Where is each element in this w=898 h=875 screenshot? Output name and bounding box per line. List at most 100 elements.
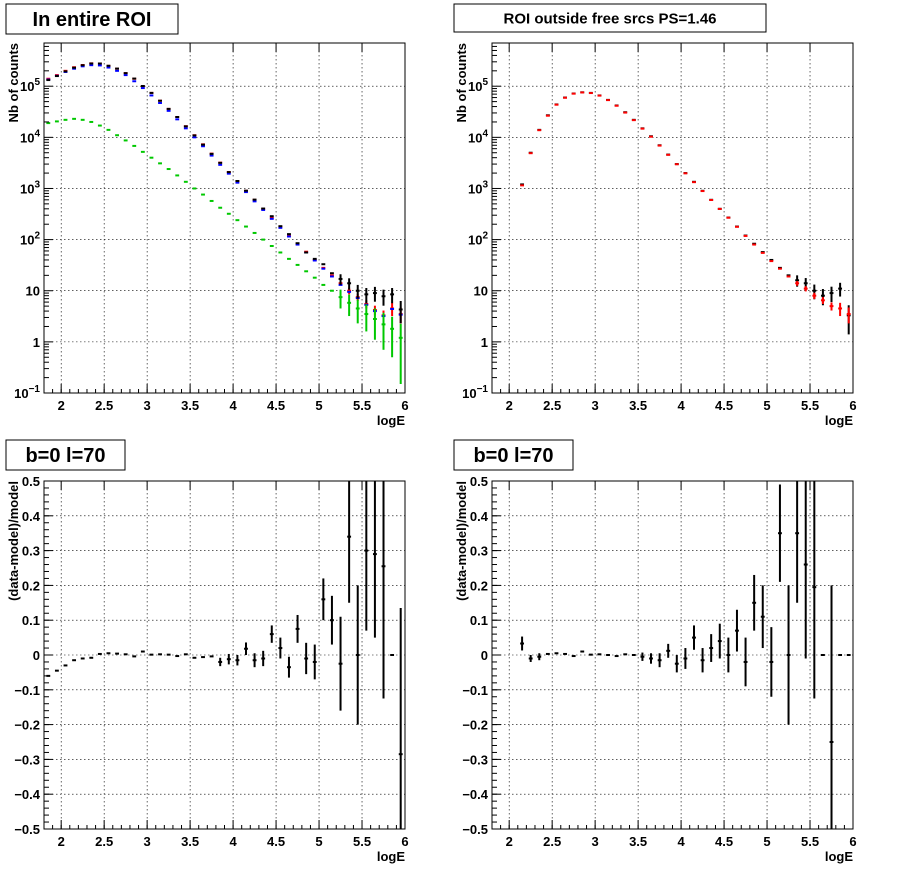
series-2	[520, 91, 851, 324]
y-tick-label: 0.4	[22, 509, 41, 524]
title-box	[5, 439, 126, 471]
y-tick-label: 10−1	[14, 384, 40, 401]
x-tick-label: 4	[229, 398, 237, 413]
chart-panel-1: 2 2.5 3 3.5 4 4.5 5 5.5 610−1110102103104105logE…	[5, 3, 409, 428]
x-tick-label: 6	[849, 398, 856, 413]
x-tick-label: 6	[401, 834, 408, 849]
x-tick-label: 5.5	[801, 834, 819, 849]
data-point	[235, 655, 240, 666]
data-point	[381, 312, 386, 350]
x-tick-label: 2	[506, 834, 513, 849]
y-axis: −0.5 −0.4 −0.3 −0.2 −0.1 0 0.1 0.2 0.3 0.4 0.5	[462, 474, 501, 837]
data-point	[390, 288, 395, 304]
data-point	[347, 278, 352, 290]
data-point	[537, 653, 542, 661]
x-tick-label: 2	[58, 398, 65, 413]
y-tick-label: 105	[20, 77, 40, 94]
chart-panel-3: 2 2.5 3 3.5 4 4.5 5 5.5 6 −0.5 −0.4 −0.3 −0.2 −0.1 0 0.…	[5, 439, 409, 864]
x-tick-label: 2	[506, 398, 513, 413]
x-tick-label: 5	[763, 834, 770, 849]
y-tick-label: 104	[20, 128, 40, 145]
y-tick-label: 0.5	[22, 474, 40, 489]
x-tick-label: 4.5	[267, 398, 285, 413]
x-tick-label: 4	[677, 834, 685, 849]
data-point	[381, 481, 386, 699]
x-axis-title: logE	[825, 849, 853, 864]
x-axis: 2 2.5 3 3.5 4 4.5 5 5.5 6	[43, 481, 409, 849]
y-tick-exponent: −1	[477, 384, 489, 395]
grid	[492, 43, 853, 393]
x-tick-label: 2.5	[95, 834, 113, 849]
series-2	[46, 64, 403, 318]
x-tick-label: 3	[592, 398, 599, 413]
y-tick-label: −0.5	[462, 822, 488, 837]
data-point	[803, 286, 808, 292]
plot-frame	[43, 42, 406, 394]
data-point	[829, 286, 834, 303]
y-tick-label: 0.1	[470, 613, 488, 628]
data-point	[244, 642, 248, 655]
data-point	[338, 616, 343, 711]
data-point	[226, 653, 231, 665]
data-point	[364, 304, 369, 332]
y-tick-exponent: 2	[34, 231, 40, 242]
series-3	[46, 62, 403, 324]
data-point	[398, 608, 403, 829]
data-point	[760, 585, 765, 649]
data-point	[330, 595, 334, 645]
data-layer	[520, 481, 851, 829]
y-tick-exponent: 3	[34, 179, 40, 190]
data-point	[372, 481, 377, 638]
x-tick-label: 6	[401, 398, 408, 413]
data-point	[700, 648, 705, 673]
y-tick-label: −0.3	[14, 752, 40, 767]
chart-title: In entire ROI	[33, 9, 152, 31]
x-axis: 2 2.5 3 3.5 4 4.5 5 5.5 6	[43, 43, 409, 413]
data-point	[355, 284, 360, 299]
data-point	[795, 281, 800, 286]
y-tick-label: 10	[474, 284, 488, 299]
data-point	[726, 637, 731, 673]
y-tick-exponent: 4	[482, 128, 488, 139]
x-tick-label: 5	[315, 834, 322, 849]
data-point	[321, 578, 326, 621]
y-tick-exponent: 2	[482, 231, 488, 242]
grid	[44, 43, 405, 393]
y-tick-base: 10	[20, 233, 34, 248]
y-tick-label: 103	[468, 179, 488, 196]
y-tick-base: 10	[468, 130, 482, 145]
x-tick-label: 3.5	[181, 834, 199, 849]
data-point	[666, 643, 671, 658]
data-point	[338, 274, 343, 285]
y-tick-label: −0.4	[14, 787, 40, 802]
data-point	[304, 642, 309, 675]
data-point	[778, 484, 782, 582]
x-tick-label: 5.5	[801, 398, 819, 413]
y-tick-label: 10	[26, 284, 40, 299]
data-point	[640, 652, 645, 661]
x-axis: 2 2.5 3 3.5 4 4.5 5 5.5 6	[491, 43, 857, 413]
data-point	[398, 300, 403, 324]
data-point	[838, 282, 843, 297]
data-point	[364, 288, 369, 304]
data-point	[287, 656, 291, 678]
y-tick-base: 10	[468, 181, 482, 196]
data-point	[812, 292, 817, 299]
y-tick-label: 1	[33, 335, 40, 350]
chart-panel-4: 2 2.5 3 3.5 4 4.5 5 5.5 6 −0.5 −0.4 −0.3 −0.2 −0.1 0 0.…	[453, 439, 857, 864]
y-tick-label: −0.2	[14, 718, 40, 733]
data-point	[338, 289, 343, 309]
plot-frame	[491, 42, 854, 394]
y-tick-label: −0.1	[462, 683, 488, 698]
x-axis-title: logE	[377, 413, 405, 428]
x-tick-label: 4.5	[267, 834, 285, 849]
y-tick-label: −0.5	[14, 822, 40, 837]
y-tick-base: 10	[462, 386, 476, 401]
x-tick-label: 5.5	[353, 398, 371, 413]
y-tick-base: 10	[20, 130, 34, 145]
data-layer	[520, 91, 851, 335]
y-tick-label: −0.4	[462, 787, 488, 802]
